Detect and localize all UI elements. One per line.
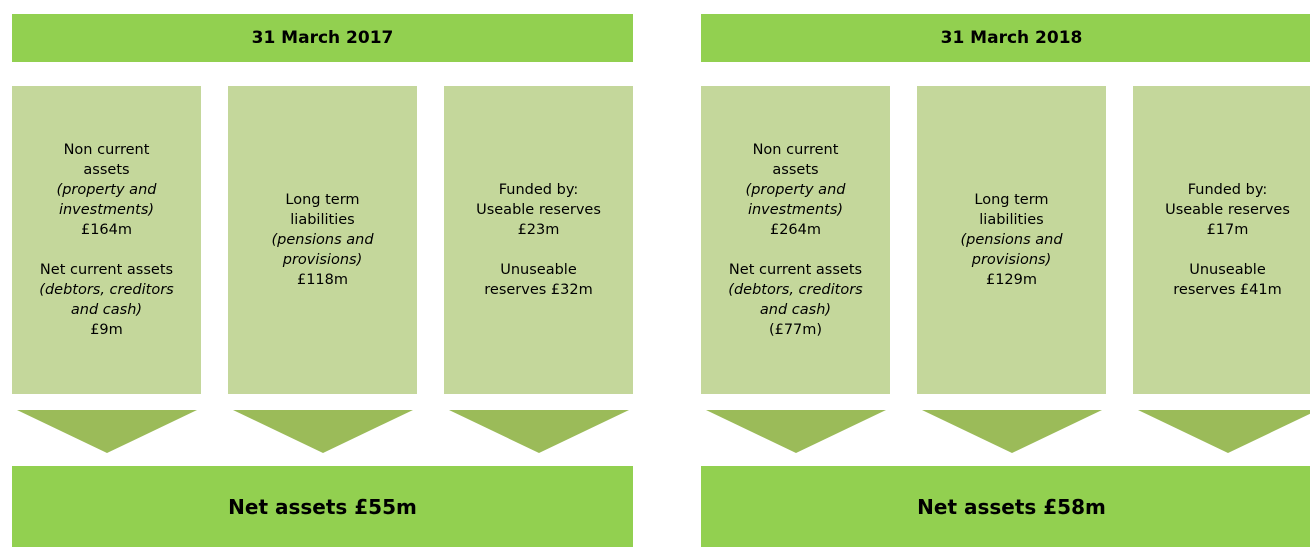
box-line: Non current bbox=[752, 142, 839, 158]
box-line: £17m bbox=[1206, 222, 1249, 238]
arrow-shape bbox=[233, 410, 413, 453]
box-line: Non current bbox=[63, 142, 150, 158]
arrow bbox=[706, 410, 886, 453]
box-group: Non current assets (property and investment… bbox=[746, 140, 846, 240]
panel-title: 31 March 2018 bbox=[701, 14, 1310, 62]
box-line: Useable reserves bbox=[1165, 202, 1290, 218]
box-line: liabilities bbox=[979, 212, 1044, 228]
box-group: Unuseable reserves £41m bbox=[1173, 260, 1281, 300]
box-line: (debtors, creditors bbox=[728, 282, 863, 298]
arrow bbox=[1138, 410, 1310, 453]
box-line: provisions) bbox=[971, 252, 1052, 268]
box-line: liabilities bbox=[290, 212, 355, 228]
box: Long term liabilities (pensions and provisi… bbox=[228, 86, 417, 394]
box-line: £164m bbox=[80, 222, 133, 238]
arrow bbox=[17, 410, 197, 453]
box-line: Funded by: bbox=[498, 182, 579, 198]
box-line: £129m bbox=[985, 272, 1038, 288]
box-line: reserves £32m bbox=[484, 282, 593, 298]
box-line: Net current assets bbox=[39, 262, 174, 278]
box-line: Funded by: bbox=[1187, 182, 1268, 198]
panel: 31 March 2017 Non current assets (property … bbox=[12, 0, 633, 547]
box-group: Non current assets (property and investment… bbox=[57, 140, 157, 240]
box-line: (£77m) bbox=[768, 322, 823, 338]
arrow-shape bbox=[1138, 410, 1310, 453]
box-line: provisions) bbox=[282, 252, 363, 268]
box-line: Unuseable bbox=[500, 262, 577, 278]
box: Non current assets (property and investment… bbox=[12, 86, 201, 394]
box-group: Net current assets (debtors, creditors and… bbox=[728, 260, 862, 340]
box-line: Unuseable bbox=[1189, 262, 1266, 278]
arrow-shape bbox=[17, 410, 197, 453]
box-line: investments) bbox=[58, 202, 155, 218]
box-line: Useable reserves bbox=[476, 202, 601, 218]
box-line: and cash) bbox=[70, 302, 143, 318]
box-line: (property and bbox=[56, 182, 157, 198]
box-line: Long term bbox=[974, 192, 1049, 208]
arrow-shape bbox=[706, 410, 886, 453]
box: Funded by: Useable reserves £23m Unuseable r… bbox=[444, 86, 633, 394]
box-group: Funded by: Useable reserves £23m bbox=[476, 180, 601, 240]
box-line: £264m bbox=[769, 222, 822, 238]
box-line: £23m bbox=[517, 222, 560, 238]
arrow bbox=[449, 410, 629, 453]
box-line: (pensions and bbox=[271, 232, 374, 248]
box-line: assets bbox=[772, 162, 819, 178]
box-line: and cash) bbox=[759, 302, 832, 318]
net-assets: Net assets £58m bbox=[701, 466, 1310, 547]
arrow-shape bbox=[922, 410, 1102, 453]
arrow-shape bbox=[449, 410, 629, 453]
box-line: £9m bbox=[90, 322, 123, 338]
box-line: Net current assets bbox=[728, 262, 863, 278]
box-line: reserves £41m bbox=[1173, 282, 1282, 298]
box: Non current assets (property and investment… bbox=[701, 86, 890, 394]
box-line: assets bbox=[83, 162, 130, 178]
box: Funded by: Useable reserves £17m Unuseable r… bbox=[1133, 86, 1310, 394]
box: Long term liabilities (pensions and provisi… bbox=[917, 86, 1106, 394]
box-group: Long term liabilities (pensions and provisi… bbox=[960, 190, 1062, 290]
box-line: £118m bbox=[296, 272, 349, 288]
box-line: (pensions and bbox=[960, 232, 1063, 248]
panel-title: 31 March 2017 bbox=[12, 14, 633, 62]
box-group: Long term liabilities (pensions and provisi… bbox=[271, 190, 373, 290]
box-line: investments) bbox=[747, 202, 844, 218]
box-line: (debtors, creditors bbox=[39, 282, 174, 298]
net-assets: Net assets £55m bbox=[12, 466, 633, 547]
box-group: Funded by: Useable reserves £17m bbox=[1165, 180, 1290, 240]
panel: 31 March 2018 Non current assets (property … bbox=[701, 0, 1310, 547]
box-group: Unuseable reserves £32m bbox=[484, 260, 592, 300]
arrow bbox=[922, 410, 1102, 453]
box-line: Long term bbox=[285, 192, 360, 208]
box-line: (property and bbox=[745, 182, 846, 198]
box-group: Net current assets (debtors, creditors and… bbox=[39, 260, 173, 340]
arrow bbox=[233, 410, 413, 453]
